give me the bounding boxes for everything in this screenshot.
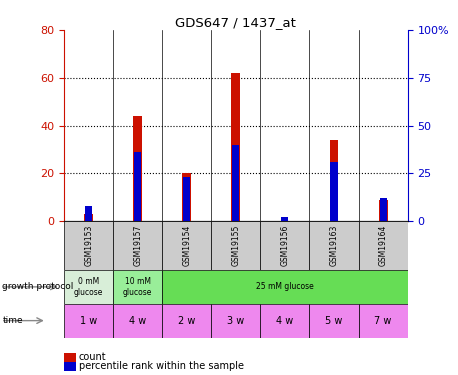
Bar	[133, 116, 142, 221]
Bar	[232, 145, 240, 221]
Text: 2 w: 2 w	[178, 316, 196, 326]
Text: GSM19155: GSM19155	[231, 225, 240, 266]
Bar	[261, 304, 310, 338]
Bar	[113, 270, 162, 304]
Bar	[162, 304, 211, 338]
Bar	[113, 221, 162, 270]
Text: 7 w: 7 w	[374, 316, 392, 326]
Text: GSM19163: GSM19163	[329, 225, 338, 266]
Text: GSM19153: GSM19153	[84, 225, 93, 266]
Bar	[64, 221, 113, 270]
Text: GSM19154: GSM19154	[182, 225, 191, 266]
Bar	[84, 214, 93, 221]
Text: GSM19156: GSM19156	[280, 225, 289, 266]
Text: 4 w: 4 w	[129, 316, 147, 326]
Text: 4 w: 4 w	[276, 316, 294, 326]
Bar	[231, 73, 240, 221]
Text: 3 w: 3 w	[227, 316, 245, 326]
Bar	[134, 152, 141, 221]
Text: GSM19157: GSM19157	[133, 225, 142, 266]
Text: 1 w: 1 w	[80, 316, 97, 326]
Bar	[64, 304, 113, 338]
Text: 25 mM glucose: 25 mM glucose	[256, 282, 314, 291]
Bar	[331, 162, 338, 221]
Bar	[310, 304, 359, 338]
Text: 10 mM
glucose: 10 mM glucose	[123, 277, 153, 297]
Text: growth protocol: growth protocol	[2, 282, 74, 291]
Bar	[162, 221, 211, 270]
Text: 5 w: 5 w	[325, 316, 343, 326]
Bar	[211, 304, 261, 338]
Text: GSM19164: GSM19164	[379, 225, 387, 266]
Bar	[113, 304, 162, 338]
Bar	[359, 221, 408, 270]
Bar	[211, 221, 261, 270]
Bar	[182, 173, 191, 221]
Bar	[359, 304, 408, 338]
Text: time: time	[2, 316, 23, 325]
Bar	[281, 217, 289, 221]
Bar	[85, 206, 92, 221]
Bar	[330, 140, 338, 221]
Bar	[261, 221, 310, 270]
Bar	[162, 270, 408, 304]
Title: GDS647 / 1437_at: GDS647 / 1437_at	[175, 16, 296, 29]
Bar	[380, 198, 387, 221]
Bar	[183, 177, 191, 221]
Bar	[310, 221, 359, 270]
Text: percentile rank within the sample: percentile rank within the sample	[79, 362, 244, 371]
Text: count: count	[79, 352, 106, 362]
Text: 0 mM
glucose: 0 mM glucose	[74, 277, 104, 297]
Bar	[379, 200, 387, 221]
Bar	[64, 270, 113, 304]
